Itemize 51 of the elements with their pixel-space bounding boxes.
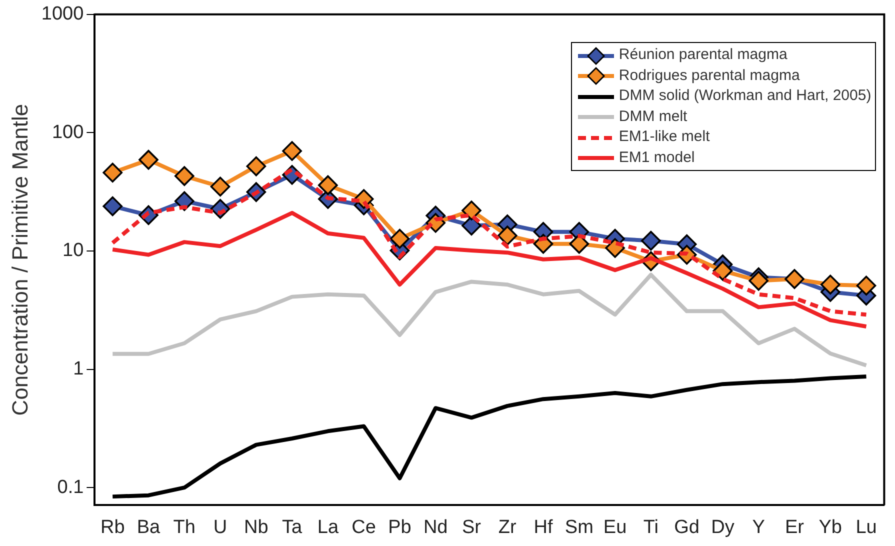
x-tick-label: Y (752, 516, 766, 538)
point (174, 166, 194, 186)
y-tick-label: 1000 (41, 4, 84, 25)
point (210, 176, 230, 197)
point (390, 228, 410, 249)
legend-label: DMM solid (Workman and Hart, 2005) (618, 86, 872, 106)
x-tick-label: Gd (674, 516, 700, 538)
point (641, 230, 661, 251)
point (102, 196, 123, 216)
y-tick-label: 1 (73, 358, 84, 380)
point (820, 274, 840, 294)
x-tick-label: Rb (100, 516, 125, 538)
point (856, 276, 876, 296)
legend-label: EM1-like melt (618, 127, 710, 148)
point (497, 226, 518, 246)
x-tick-label: Th (173, 516, 196, 538)
x-tick-label: Ba (136, 516, 161, 538)
x-tick-label: Ti (643, 516, 658, 538)
y-tick-label: 10 (62, 240, 84, 262)
legend-label: DMM melt (618, 106, 688, 127)
x-tick-label: Dy (711, 516, 735, 538)
legend-label: Rodrigues parental magma (618, 66, 800, 86)
point (318, 175, 338, 196)
point (712, 260, 733, 281)
x-tick-label: Hf (534, 516, 554, 538)
point (569, 234, 590, 254)
x-tick-label: Ta (282, 516, 303, 538)
x-tick-label: Yb (818, 516, 842, 538)
x-tick-label: La (317, 516, 339, 538)
x-tick-label: Pb (388, 516, 412, 538)
x-tick-label: Eu (603, 516, 627, 538)
x-tick-label: Sr (462, 516, 482, 538)
point (282, 141, 302, 161)
legend-label: EM1 model (618, 148, 695, 168)
point (462, 200, 482, 220)
point (102, 162, 123, 182)
x-tick-label: Nb (244, 516, 268, 538)
x-tick-label: Zr (498, 516, 518, 538)
x-tick-label: Nd (423, 516, 448, 538)
y-axis-title: Concentration / Primitive Mantle (7, 104, 32, 416)
point (246, 156, 266, 176)
legend-label: Réunion parental magma (618, 45, 788, 66)
x-tick-label: Sm (564, 516, 594, 538)
x-tick-label: Ce (352, 516, 376, 538)
x-tick-label: U (213, 516, 228, 538)
point (138, 150, 158, 170)
y-tick-label: 0.1 (57, 476, 84, 498)
x-tick-label: Lu (856, 516, 877, 538)
x-tick-label: Er (784, 516, 805, 538)
y-tick-label: 100 (52, 122, 84, 143)
point (748, 270, 768, 291)
